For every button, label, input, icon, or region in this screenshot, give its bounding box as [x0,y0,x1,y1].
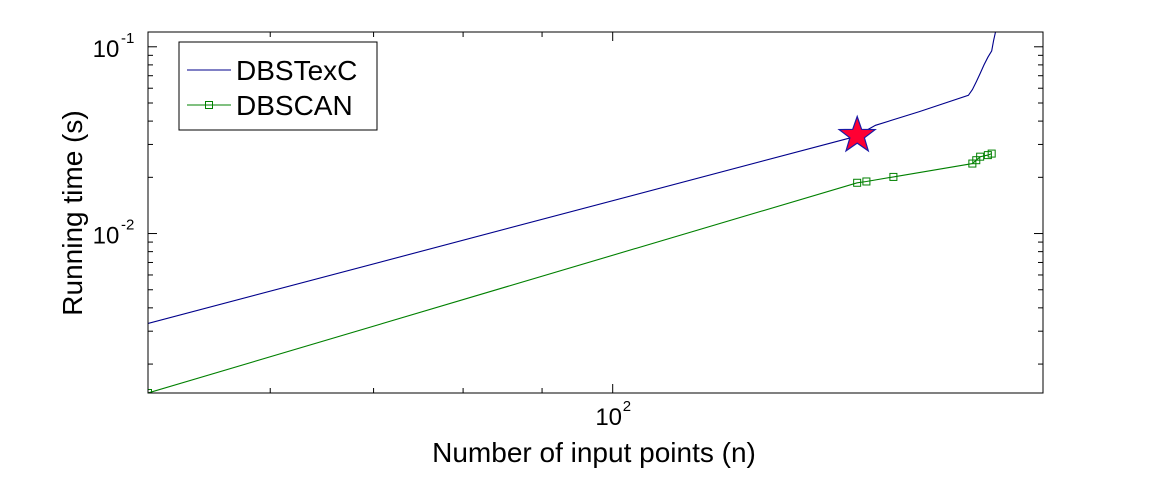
axes-frame [147,31,1044,394]
annotation-layer [837,114,877,153]
axes-box [147,31,1044,394]
x-tick-exponent: 2 [623,398,631,415]
legend-item-dbstexc: DBSTexC [187,55,357,86]
x-tick-label-0: 10 2 [595,398,631,431]
y-tick-exponent: -2 [121,217,134,234]
legend-label: DBSTexC [236,55,357,86]
legend-label: DBSCAN [236,90,353,121]
data-point-dbscan [853,178,862,187]
x-tick-base: 10 [595,404,622,431]
legend: DBSTexC DBSCAN [178,41,378,131]
y-tick-exponent: -1 [121,30,134,47]
series-line-dbstexc [148,32,997,325]
legend-item-dbscan: DBSCAN [187,90,353,121]
ticks-layer: 10 -210 -110 2 [93,30,1043,431]
legend-box [178,41,378,131]
data-point-dbscan [889,172,898,181]
data-point-dbscan [976,152,985,161]
y-tick-label-0: 10 -2 [93,217,135,250]
y-tick-base: 10 [93,223,120,250]
legend-marker [205,101,213,109]
y-axis-label: Running time (s) [57,110,88,315]
star-marker [837,114,877,153]
data-point-dbscan [862,177,871,186]
data-point-dbscan [987,149,996,158]
y-tick-label-1: 10 -1 [93,30,135,63]
y-tick-base: 10 [93,36,120,63]
x-axis-label: Number of input points (n) [432,437,756,468]
series-layer [148,32,997,393]
